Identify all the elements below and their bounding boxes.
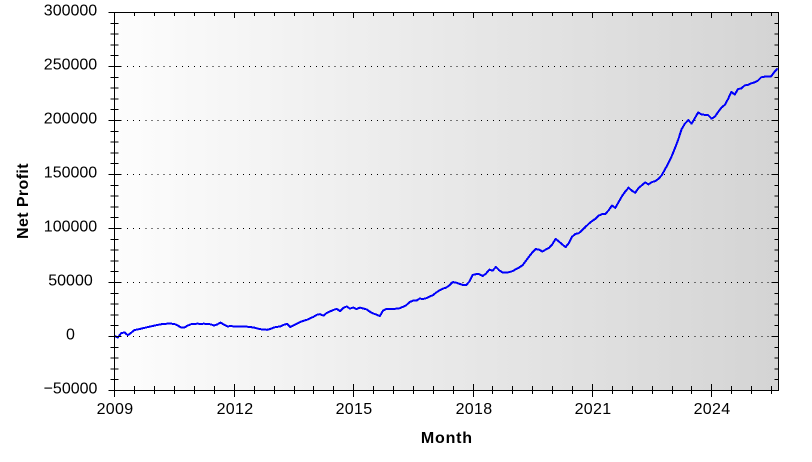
svg-text:Net Profit: Net Profit [15,163,32,239]
svg-text:100000: 100000 [44,219,97,236]
svg-text:2024: 2024 [694,401,731,418]
svg-text:0: 0 [66,327,75,344]
svg-text:150000: 150000 [44,165,97,182]
svg-text:2018: 2018 [456,401,493,418]
svg-text:2009: 2009 [97,401,134,418]
svg-text:2015: 2015 [336,401,373,418]
svg-text:250000: 250000 [44,57,97,74]
svg-text:200000: 200000 [44,111,97,128]
svg-text:2021: 2021 [575,401,612,418]
svg-text:300000: 300000 [44,3,97,20]
svg-text:2012: 2012 [217,401,254,418]
svg-text:−50000: −50000 [44,381,98,398]
svg-text:50000: 50000 [48,273,93,290]
svg-text:Month: Month [421,430,473,447]
